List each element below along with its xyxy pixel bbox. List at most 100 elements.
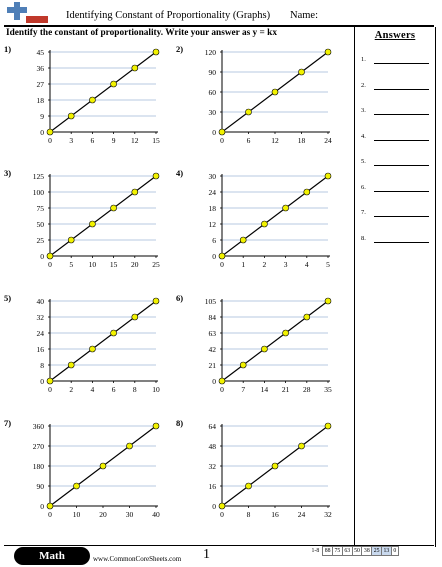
x-tick-label: 24 — [324, 136, 332, 145]
series-line — [49, 175, 157, 257]
y-tick-label: 48 — [209, 442, 217, 451]
proportion-graph: 0 21 42 63 84 105 0 7 14 21 28 35 — [205, 297, 332, 394]
x-tick-label: 21 — [282, 385, 290, 394]
answer-blank[interactable] — [374, 88, 429, 90]
score-cell: 50 — [351, 546, 363, 556]
data-point — [110, 204, 117, 212]
data-point — [126, 442, 133, 450]
data-point — [152, 48, 160, 56]
x-tick-label: 0 — [220, 136, 224, 145]
y-tick-label: 25 — [37, 236, 45, 245]
data-point — [282, 329, 289, 337]
y-tick-label: 30 — [209, 108, 217, 117]
x-tick-label: 2 — [69, 385, 73, 394]
answer-blank[interactable] — [374, 216, 429, 217]
name-label: Name: — [290, 10, 318, 21]
data-point — [303, 313, 311, 321]
data-point — [46, 502, 54, 510]
answer-line[interactable]: 6. — [361, 184, 429, 192]
y-tick-label: 40 — [37, 297, 45, 306]
subject-badge: Math — [14, 547, 90, 565]
data-point — [110, 329, 117, 337]
y-tick-label: 16 — [209, 482, 217, 491]
x-tick-label: 0 — [220, 260, 224, 269]
x-tick-label: 30 — [126, 510, 134, 519]
x-tick-label: 40 — [152, 510, 160, 519]
proportion-graph: 0 25 50 75 100 125 0 5 10 15 20 25 — [33, 172, 160, 269]
y-tick-label: 100 — [33, 188, 45, 197]
answer-blank[interactable] — [374, 190, 429, 192]
y-tick-label: 64 — [209, 422, 217, 431]
data-point — [218, 128, 226, 136]
data-point — [152, 172, 160, 180]
answer-blank[interactable] — [374, 139, 429, 141]
x-tick-label: 0 — [48, 385, 52, 394]
y-tick-label: 18 — [209, 204, 217, 213]
answer-line[interactable]: 7. — [361, 209, 429, 217]
score-cell: 63 — [341, 546, 353, 556]
y-tick-label: 30 — [209, 172, 217, 181]
answer-line[interactable]: 2. — [361, 81, 429, 90]
x-tick-label: 16 — [271, 510, 279, 519]
answer-line[interactable]: 4. — [361, 133, 429, 141]
x-tick-label: 20 — [131, 260, 139, 269]
data-point — [67, 236, 75, 244]
problem-number: 7) — [4, 418, 12, 428]
answer-line[interactable]: 8. — [361, 234, 429, 243]
data-point — [298, 442, 305, 450]
problem-1: 1) 0 9 18 27 36 45 0 3 6 9 12 15 — [4, 44, 174, 166]
y-tick-label: 16 — [37, 345, 45, 354]
score-table: 1-8 88 75 63 50 38 25 13 0 — [310, 546, 399, 556]
y-tick-label: 8 — [40, 361, 44, 370]
data-point — [324, 297, 332, 305]
data-point — [282, 204, 289, 212]
x-tick-label: 6 — [91, 136, 95, 145]
x-tick-label: 0 — [48, 136, 52, 145]
answer-blank[interactable] — [374, 165, 429, 166]
x-tick-label: 6 — [247, 136, 251, 145]
worksheet-title: Identifying Constant of Proportionality … — [66, 10, 271, 21]
y-tick-label: 32 — [209, 462, 217, 471]
answer-line[interactable]: 5. — [361, 158, 429, 166]
data-point — [46, 128, 54, 136]
answer-number: 2. — [361, 81, 366, 89]
data-point — [218, 377, 226, 385]
answer-blank[interactable] — [374, 114, 429, 115]
series-line — [49, 300, 157, 382]
y-tick-label: 0 — [212, 128, 216, 137]
y-tick-label: 36 — [37, 64, 45, 73]
data-point — [218, 252, 226, 260]
data-point — [239, 236, 247, 244]
answer-blank[interactable] — [374, 241, 429, 243]
y-tick-label: 0 — [212, 377, 216, 386]
x-tick-label: 28 — [303, 385, 311, 394]
data-point — [239, 361, 247, 369]
answer-number: 7. — [361, 209, 366, 216]
worksheet-logo — [7, 2, 48, 23]
instructions: Identify the constant of proportionality… — [6, 28, 277, 38]
data-point — [99, 462, 107, 470]
data-point — [245, 482, 252, 490]
proportion-graph: 0 30 60 90 120 0 6 12 18 24 — [205, 48, 332, 145]
problem-8: 8) 0 16 32 48 64 0 8 16 24 32 — [176, 418, 346, 540]
answer-line[interactable]: 1. — [361, 56, 429, 64]
x-tick-label: 5 — [69, 260, 73, 269]
x-tick-label: 10 — [89, 260, 97, 269]
data-point — [67, 112, 75, 120]
y-tick-label: 270 — [33, 442, 45, 451]
answer-blank[interactable] — [374, 63, 429, 64]
footer-divider — [4, 545, 434, 546]
x-tick-label: 18 — [298, 136, 306, 145]
y-tick-label: 24 — [209, 188, 217, 197]
data-point — [131, 313, 139, 321]
x-tick-label: 0 — [48, 510, 52, 519]
y-tick-label: 90 — [37, 482, 45, 491]
answer-number: 8. — [361, 234, 366, 242]
answer-line[interactable]: 3. — [361, 107, 429, 115]
data-point — [324, 48, 332, 56]
y-tick-label: 9 — [40, 112, 44, 121]
data-point — [261, 220, 268, 228]
